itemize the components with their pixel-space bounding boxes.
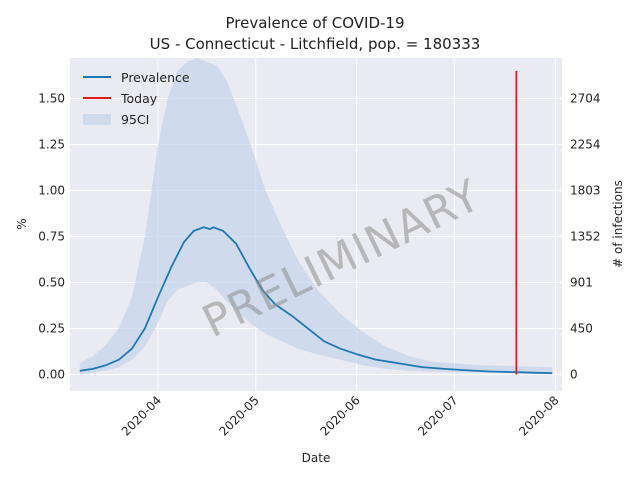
y-tick-label: 1.00 <box>38 183 65 197</box>
y2-tick-label: 2254 <box>570 137 601 151</box>
y-tick-label: 1.25 <box>38 137 65 151</box>
legend-label-prevalence: Prevalence <box>121 70 190 85</box>
y2-tick-label: 450 <box>570 322 593 336</box>
x-axis-label: Date <box>302 451 331 465</box>
y2-tick-label: 2704 <box>570 92 601 106</box>
x-tick-label: 2020-08 <box>516 393 561 438</box>
y2-tick-label: 1352 <box>570 230 601 244</box>
y2-tick-label: 0 <box>570 367 578 381</box>
y-tick-label: 0.75 <box>38 229 65 243</box>
ci-layer <box>79 58 553 375</box>
y2-axis-ticks: 0 450 901 1352 1803 2254 2704 <box>570 92 601 382</box>
y-tick-label: 1.50 <box>38 91 65 105</box>
y-tick-label: 0.00 <box>38 367 65 381</box>
x-tick-label: 2020-06 <box>317 393 362 438</box>
chart-subtitle: US - Connecticut - Litchfield, pop. = 18… <box>150 35 481 53</box>
y-tick-label: 0.50 <box>38 275 65 289</box>
y-axis-ticks: 0.00 0.25 0.50 0.75 1.00 1.25 1.50 <box>38 91 65 381</box>
x-tick-label: 2020-04 <box>119 393 164 438</box>
y2-tick-label: 1803 <box>570 183 601 197</box>
y-tick-label: 0.25 <box>38 321 65 335</box>
legend-label-today: Today <box>120 91 158 106</box>
plot-area: PRELIMINARY <box>70 58 562 391</box>
legend: Prevalence Today 95CI <box>83 70 190 127</box>
prevalence-line <box>79 226 553 375</box>
chart-title: Prevalence of COVID-19 <box>225 14 404 32</box>
line-layer <box>79 226 553 375</box>
y-axis-label: % <box>15 218 29 229</box>
y2-tick-label: 901 <box>570 276 593 290</box>
x-tick-label: 2020-05 <box>216 393 261 438</box>
y2-axis-label: # of infections <box>611 180 625 268</box>
x-axis-ticks: 2020-04 2020-05 2020-06 2020-07 2020-08 <box>119 393 562 438</box>
legend-label-ci: 95CI <box>121 112 149 127</box>
ci-band <box>79 58 553 375</box>
x-tick-label: 2020-07 <box>415 393 460 438</box>
legend-swatch-ci <box>83 114 111 125</box>
